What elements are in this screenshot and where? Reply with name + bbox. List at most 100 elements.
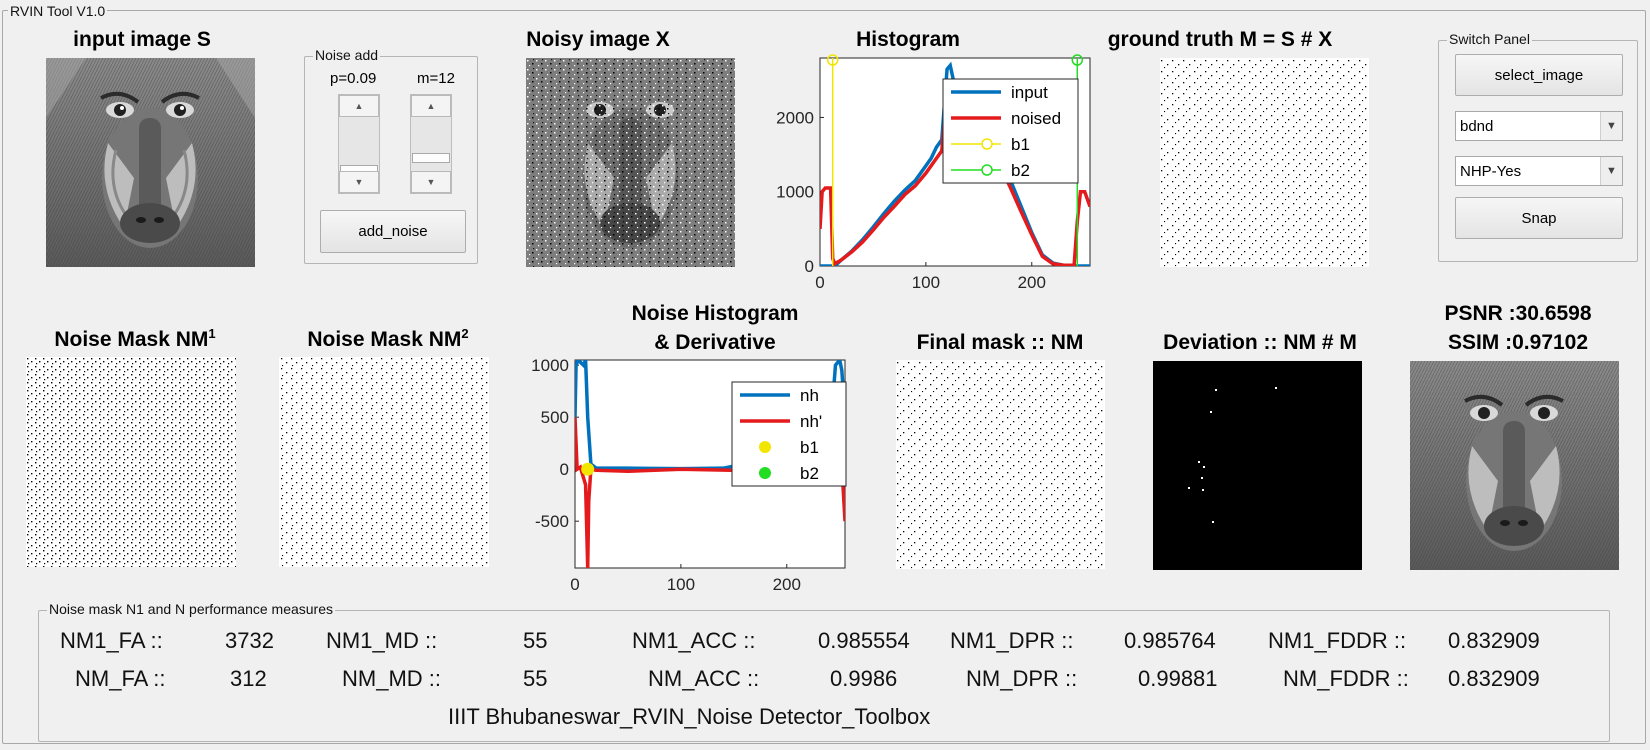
method-select[interactable]: bdnd ▼ (1455, 111, 1623, 141)
x-tick-label: 200 (773, 575, 801, 594)
noise-mask-nm1 (26, 357, 236, 567)
legend-marker (981, 164, 993, 176)
performance-group-title: Noise mask N1 and N performance measures (47, 601, 336, 617)
output-image (1410, 361, 1619, 570)
y-tick-label: -500 (535, 512, 569, 531)
nhp-select-value: NHP-Yes (1460, 162, 1522, 180)
noise-mask-nm1-title: Noise Mask NM1 (54, 326, 216, 351)
chevron-down-icon[interactable]: ▼ (1600, 157, 1622, 185)
nm-acc-value: 0.9986 (830, 666, 898, 691)
m-slider[interactable]: ▲ ▼ (410, 94, 452, 194)
legend-label: b2 (1011, 161, 1030, 180)
noisy-image-title: Noisy image X (526, 28, 670, 51)
x-tick-label: 200 (1018, 273, 1046, 292)
slider-up-arrow-icon[interactable]: ▲ (411, 95, 451, 117)
nm1-dpr-value: 0.985764 (1124, 628, 1216, 653)
legend-label: b2 (800, 464, 819, 483)
switch-panel: Switch Panel (1438, 31, 1638, 262)
nm-fddr-label: NM_FDDR :: (1283, 666, 1409, 691)
ground-truth-mask (1160, 58, 1369, 267)
series-b1-marker (826, 54, 839, 66)
legend-box (731, 381, 847, 487)
y-tick-label: 0 (560, 460, 569, 479)
nm1-md-label: NM1_MD :: (326, 628, 438, 653)
noise-histogram-title-line1: Noise Histogram (631, 302, 799, 325)
switch-panel-title: Switch Panel (1447, 31, 1532, 47)
y-tick-label: 1000 (776, 183, 814, 202)
add-noise-button[interactable]: add_noise (320, 210, 466, 253)
histogram-chart: 0 100 200 0 1000 2000 input noised b1 b2 (748, 50, 1108, 300)
ground-truth-title: ground truth M = S # X (1107, 28, 1333, 51)
series-b2-marker (1071, 54, 1084, 66)
noise-add-group: Noise add (304, 47, 478, 264)
nm-acc-label: NM_ACC :: (648, 666, 760, 691)
nm-fa-label: NM_FA :: (75, 666, 166, 691)
final-mask (896, 360, 1105, 569)
method-select-value: bdnd (1460, 117, 1494, 135)
legend-marker (981, 138, 993, 150)
footer-text: IIIT Bhubaneswar_RVIN_Noise Detector_Too… (448, 704, 931, 729)
noise-histogram-title-line2: & Derivative (654, 331, 776, 354)
nm1-fa-value: 3732 (225, 628, 274, 653)
slider-down-arrow-icon[interactable]: ▼ (339, 171, 379, 193)
psnr-value: PSNR :30.6598 (1444, 302, 1592, 325)
nm1-md-value: 55 (523, 628, 548, 653)
nm-fddr-value: 0.832909 (1448, 666, 1540, 691)
legend-label: nh' (800, 412, 822, 431)
main-panel (2, 10, 1646, 744)
nm1-fddr-label: NM1_FDDR :: (1268, 628, 1407, 653)
y-tick-label: 500 (541, 408, 569, 427)
chevron-down-icon[interactable]: ▼ (1600, 112, 1622, 140)
nm1-acc-label: NM1_ACC :: (632, 628, 756, 653)
nm1-acc-value: 0.985554 (818, 628, 910, 653)
y-tick-label: 0 (805, 257, 814, 276)
deviation-image (1153, 361, 1362, 570)
nm-md-value: 55 (523, 666, 548, 691)
deviation-title: Deviation :: NM # M (1163, 331, 1357, 354)
nm-fa-value: 312 (230, 666, 267, 691)
x-tick-label: 100 (667, 575, 695, 594)
histogram-title: Histogram (856, 28, 960, 51)
m-label: m=12 (417, 70, 455, 87)
nhp-select[interactable]: NHP-Yes ▼ (1455, 156, 1623, 186)
noise-histogram-chart: 0 100 200 -500 0 500 1000 nh nh' b1 b2 (510, 352, 870, 602)
ssim-value: SSIM :0.97102 (1447, 331, 1589, 354)
noisy-image (526, 58, 735, 267)
p-slider[interactable]: ▲ ▼ (338, 94, 380, 194)
input-image (46, 58, 255, 267)
slider-up-arrow-icon[interactable]: ▲ (339, 95, 379, 117)
y-tick-label: 2000 (776, 108, 814, 127)
legend-marker (759, 467, 771, 479)
m-slider-thumb[interactable] (412, 153, 450, 163)
x-tick-label: 0 (570, 575, 579, 594)
slider-down-arrow-icon[interactable]: ▼ (411, 171, 451, 193)
legend-box (942, 78, 1079, 184)
nm1-fddr-value: 0.832909 (1448, 628, 1540, 653)
legend-label: b1 (800, 438, 819, 457)
p-label: p=0.09 (330, 70, 377, 87)
final-mask-title: Final mask :: NM (916, 331, 1084, 354)
select-image-button[interactable]: select_image (1455, 54, 1623, 96)
x-tick-label: 0 (815, 273, 824, 292)
legend-label: b1 (1011, 135, 1030, 154)
nm-dpr-value: 0.99881 (1138, 666, 1218, 691)
noise-mask-nm2-title: Noise Mask NM2 (307, 326, 469, 351)
series-b1-marker (581, 462, 595, 476)
nm-md-label: NM_MD :: (342, 666, 441, 691)
performance-group: Noise mask N1 and N performance measures (38, 601, 1610, 742)
series-nh-line (575, 360, 845, 471)
nm-dpr-label: NM_DPR :: (966, 666, 1078, 691)
legend-label: noised (1011, 109, 1061, 128)
snap-button[interactable]: Snap (1455, 197, 1623, 239)
nm1-dpr-label: NM1_DPR :: (950, 628, 1074, 653)
noise-mask-nm2 (279, 357, 489, 567)
y-tick-label: 1000 (531, 356, 569, 375)
legend-label: nh (800, 386, 819, 405)
input-image-title: input image S (73, 28, 211, 51)
legend-marker (759, 441, 771, 453)
window-title: RVIN Tool V1.0 (8, 3, 108, 19)
noise-add-group-title: Noise add (313, 47, 381, 63)
legend-label: input (1011, 83, 1048, 102)
nm1-fa-label: NM1_FA :: (60, 628, 163, 653)
x-tick-label: 100 (912, 273, 940, 292)
